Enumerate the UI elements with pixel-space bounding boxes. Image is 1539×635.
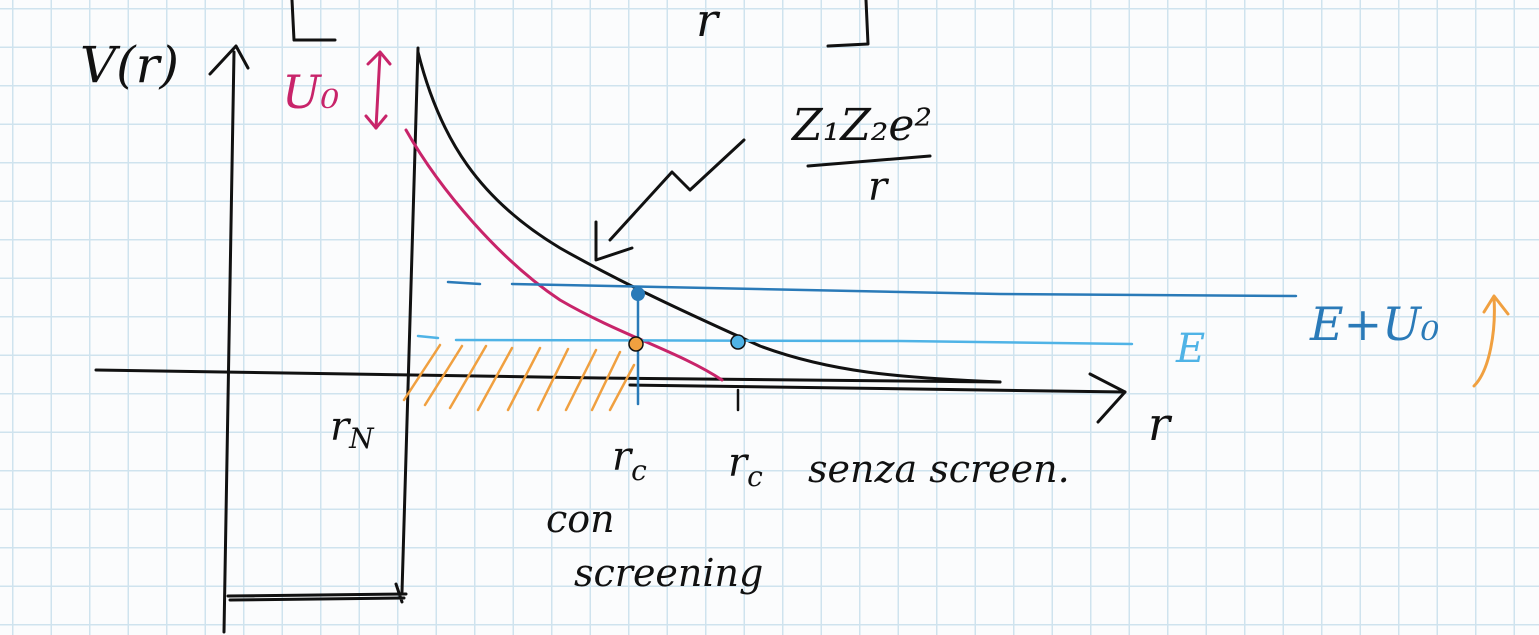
top-bracket-right: [826, 0, 870, 48]
e-line: [416, 334, 1134, 346]
screening-label: screening: [574, 551, 763, 595]
sin-screening-label: senza screen.: [808, 447, 1070, 491]
e-plus-u0-line: [446, 280, 1298, 298]
coulomb-fraction-bar: [806, 154, 932, 168]
coulomb-pointer-arrowhead: [594, 220, 634, 262]
u0-double-arrow: [364, 50, 392, 130]
u0-label: U₀: [282, 65, 339, 119]
screened-crossing-marker: [628, 287, 645, 406]
x-axis-tail: [628, 383, 1127, 394]
screened-curve: [404, 128, 724, 382]
top-bracket-left: [290, 0, 337, 42]
x-axis-arrow: [1088, 372, 1127, 424]
y-axis: [222, 50, 236, 634]
x-axis: [94, 368, 1002, 384]
y-axis-label: V(r): [80, 36, 179, 94]
r-c-screened-label: rc: [612, 434, 647, 487]
y-axis-arrow: [208, 44, 250, 76]
hatched-region: [402, 343, 636, 412]
r-c-unscreened-label: rc: [728, 440, 763, 493]
boost-arrow: [1472, 294, 1510, 388]
top-fragment-label: r: [696, 0, 721, 47]
nuclear-wall: [400, 46, 420, 594]
e-plus-u0-label: E+U₀: [1309, 297, 1439, 351]
con-label: con: [546, 497, 615, 541]
x-axis-label: r: [1148, 397, 1173, 451]
nuclear-well-bottom: [226, 582, 408, 604]
unscreened-crossing-marker: [730, 334, 746, 412]
e-label: E: [1175, 326, 1205, 372]
r-n-label: rN: [330, 404, 375, 455]
coulomb-pointer-arrow: [608, 138, 746, 242]
coulomb-curve: [416, 50, 1002, 384]
coulomb-numerator: Z₁Z₂e²: [790, 100, 932, 151]
coulomb-denominator: r: [868, 164, 890, 210]
